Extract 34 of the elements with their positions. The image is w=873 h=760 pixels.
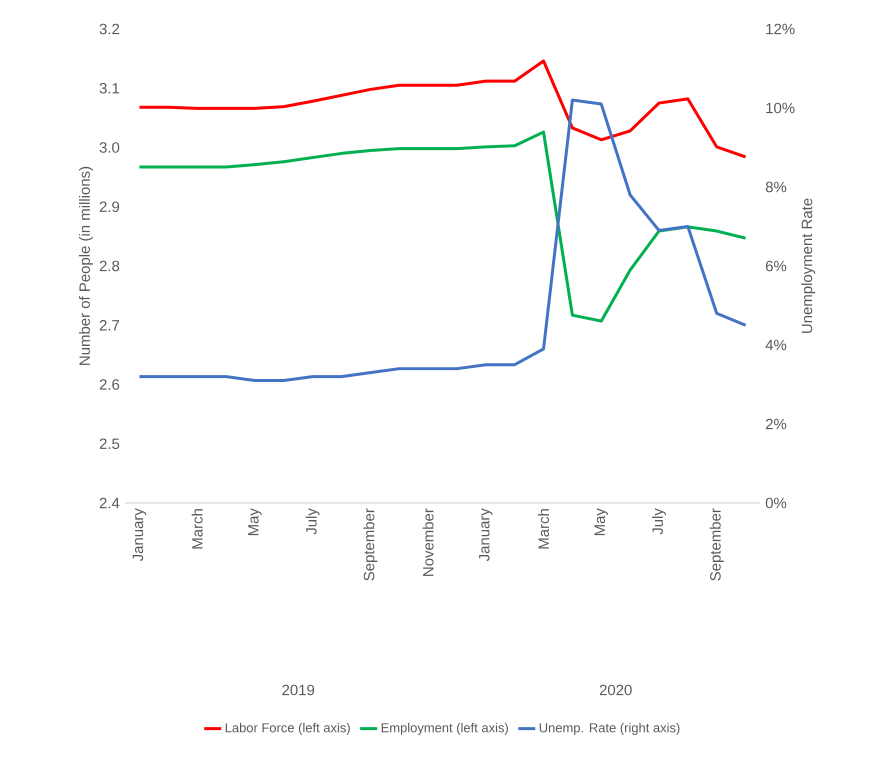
y2-tick-label: 6% (766, 260, 786, 272)
text: 2019 (282, 684, 314, 696)
x-tick-label: July (652, 508, 666, 535)
x-tick-label: November (422, 508, 434, 576)
y-tick-label: 2.4 (100, 498, 120, 508)
x-tick-label: May (594, 508, 608, 536)
legend-label: Employment (left axis) (382, 722, 508, 735)
y-axis-title: Number of People (in millions) (78, 166, 93, 365)
text: 2020 (600, 684, 632, 696)
x-tick-label: January (479, 508, 492, 562)
x-tick-label: July (306, 508, 320, 535)
y-tick-label: 2.8 (100, 260, 120, 272)
y-tick-label: 3.2 (100, 24, 120, 34)
y2-tick-label: 12% (766, 24, 795, 34)
y-tick-label: 2.6 (100, 379, 120, 390)
y-tick-label: 2.9 (100, 201, 120, 212)
y2-tick-label: 0% (766, 498, 786, 508)
y2-axis-title: Unemployment Rate (801, 198, 816, 333)
y2-tick-label: 4% (766, 340, 786, 350)
y-tick-label: 2.5 (100, 438, 120, 450)
y2-tick-label: 8% (766, 182, 786, 192)
y2-tick-label: 2% (766, 418, 786, 430)
y-tick-label: 2.7 (100, 320, 120, 330)
x-tick-label: January (132, 508, 146, 562)
legend-label: Unemp. Rate (right axis) (540, 722, 680, 735)
y2-tick-label: 10% (766, 102, 795, 114)
x-tick-label: March (192, 509, 203, 548)
x-tick-label: September (710, 508, 724, 581)
x-tick-label: May (248, 508, 262, 536)
y-tick-label: 3.1 (100, 82, 120, 94)
x-tick-label: September (363, 508, 378, 581)
legend-label: Labor Force (left axis) (226, 722, 350, 735)
x-tick-label: March (538, 509, 550, 548)
y-tick-label: 3.0 (100, 142, 120, 153)
